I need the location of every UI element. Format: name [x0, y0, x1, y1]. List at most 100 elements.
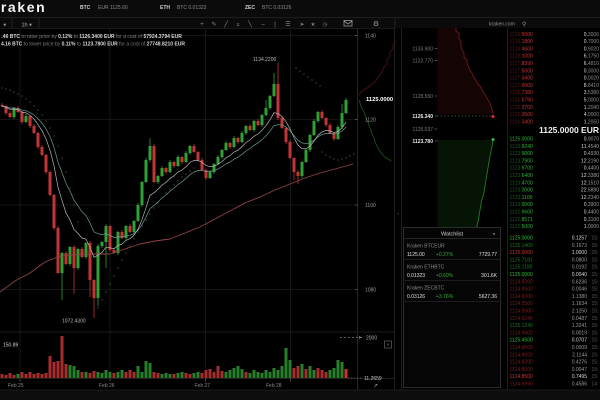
svg-text:1123.3000: 1123.3000 — [510, 188, 533, 194]
svg-text:1125.1240: 1125.1240 — [510, 323, 533, 329]
svg-text:1126.5790: 1126.5790 — [510, 98, 533, 104]
svg-text:1140: 1140 — [365, 34, 376, 40]
svg-text:1125.1180: 1125.1180 — [510, 265, 533, 271]
svg-text:0.9020: 0.9020 — [584, 46, 600, 52]
svg-text:0.4276: 0.4276 — [572, 360, 588, 366]
svg-text:0.0009: 0.0009 — [572, 345, 588, 351]
svg-text:1124.8500: 1124.8500 — [510, 374, 533, 380]
svg-text:1125.1400: 1125.1400 — [510, 243, 533, 249]
svg-text:Kraken ETHBTC: Kraken ETHBTC — [407, 265, 445, 271]
svg-text:BTC 0.03126: BTC 0.03126 — [262, 5, 292, 11]
svg-text:4.0000: 4.0000 — [584, 112, 600, 118]
svg-text:7729.77: 7729.77 — [479, 252, 497, 258]
svg-text:1125.0000: 1125.0000 — [510, 236, 533, 242]
svg-text:11.2659: 11.2659 — [364, 376, 382, 382]
svg-text:0.6236: 0.6236 — [572, 279, 588, 285]
svg-text:0.03126: 0.03126 — [407, 294, 425, 300]
svg-text:⚙: ⚙ — [373, 20, 379, 28]
svg-text:×: × — [387, 343, 390, 349]
svg-text:4.16 BTC to lower price by 0.1: 4.16 BTC to lower price by 0.11% to 1123… — [1, 42, 185, 48]
svg-text:15:: 15: — [592, 316, 599, 322]
svg-text:11.4540: 11.4540 — [581, 144, 599, 150]
svg-text:1.2050: 1.2050 — [584, 119, 600, 125]
svg-text:1.2040: 1.2040 — [584, 105, 600, 111]
svg-text:Watchlist: Watchlist — [441, 232, 464, 238]
svg-text:Feb 26: Feb 26 — [99, 383, 115, 389]
svg-text:0.0800: 0.0800 — [572, 257, 588, 263]
svg-text:▾: ▾ — [3, 23, 6, 29]
svg-text:+3.76%: +3.76% — [436, 294, 454, 300]
svg-text:+0.27%: +0.27% — [436, 252, 454, 258]
svg-text:1100: 1100 — [365, 203, 376, 209]
svg-text:▼: ▼ — [492, 232, 496, 237]
svg-text:Feb 25: Feb 25 — [8, 383, 24, 389]
svg-text:1125.0000: 1125.0000 — [510, 137, 533, 143]
svg-text:1124.9000: 1124.9000 — [510, 279, 533, 285]
svg-text:14:: 14: — [592, 382, 599, 388]
svg-text:12.2340: 12.2340 — [581, 195, 599, 201]
svg-text:⚲: ⚲ — [522, 21, 526, 28]
svg-text:1.0000: 1.0000 — [572, 250, 588, 256]
svg-text:Kraken BTCEUR: Kraken BTCEUR — [407, 244, 445, 250]
svg-text:⌅: ⌅ — [235, 22, 240, 28]
svg-text:1125.7181: 1125.7181 — [510, 257, 533, 263]
svg-text:22.5880: 22.5880 — [581, 188, 599, 194]
svg-text:6.4810: 6.4810 — [584, 61, 600, 67]
svg-text:3.5380: 3.5380 — [584, 90, 600, 96]
svg-text:1124.5500: 1124.5500 — [510, 301, 533, 307]
svg-text:2.1250: 2.1250 — [572, 309, 588, 315]
svg-text:0.3100: 0.3100 — [584, 217, 600, 223]
svg-text:1124.6240: 1124.6240 — [510, 316, 533, 322]
svg-text:1.1634: 1.1634 — [572, 301, 588, 307]
svg-text:0.3900: 0.3900 — [584, 202, 600, 208]
svg-text:1123.6400: 1123.6400 — [510, 173, 533, 179]
svg-text:0.4400: 0.4400 — [584, 166, 600, 172]
svg-text:1127.0000: 1127.0000 — [510, 83, 533, 89]
svg-text:0.0487: 0.0487 — [572, 316, 588, 322]
svg-text:15:: 15: — [592, 272, 599, 278]
svg-text:15:: 15: — [592, 257, 599, 263]
svg-text:Feb 28: Feb 28 — [266, 383, 282, 389]
svg-text:15:: 15: — [592, 294, 599, 300]
svg-text:15:: 15: — [592, 236, 599, 242]
svg-text:✎: ✎ — [211, 21, 216, 28]
svg-text:6.1750: 6.1750 — [584, 54, 600, 60]
svg-text:1134.2200: 1134.2200 — [253, 57, 276, 63]
svg-text:Feb 27: Feb 27 — [195, 383, 211, 389]
svg-text:15:: 15: — [592, 330, 599, 336]
svg-text:1125.0000: 1125.0000 — [510, 272, 533, 278]
svg-text:1124.8200: 1124.8200 — [510, 360, 533, 366]
svg-text:+: + — [200, 22, 204, 28]
svg-text:1123.4700: 1123.4700 — [510, 180, 533, 186]
svg-text:1072.4300: 1072.4300 — [62, 319, 86, 325]
svg-text:1127.5000: 1127.5000 — [510, 68, 533, 74]
svg-text:☰: ☰ — [285, 21, 290, 28]
svg-text:15:: 15: — [592, 309, 599, 315]
svg-text:0.1673: 0.1673 — [572, 243, 588, 249]
svg-text:0.0046: 0.0046 — [572, 287, 588, 293]
svg-text:1127.3400: 1127.3400 — [510, 76, 533, 82]
svg-text:1.0000: 1.0000 — [584, 224, 600, 230]
svg-text:1123.0000: 1123.0000 — [510, 202, 533, 208]
svg-text:15:: 15: — [592, 243, 599, 249]
svg-text:1129.5000: 1129.5000 — [510, 32, 533, 38]
svg-text:1125.0000: 1125.0000 — [366, 97, 393, 103]
svg-text:0.7000: 0.7000 — [584, 39, 600, 45]
svg-text:›: › — [397, 211, 399, 217]
svg-text:★: ★ — [311, 21, 316, 28]
svg-text:301.6K: 301.6K — [481, 273, 498, 279]
svg-text:1132.770: 1132.770 — [413, 59, 434, 65]
svg-text:1122.9600: 1122.9600 — [510, 210, 533, 216]
svg-text:15:: 15: — [592, 374, 599, 380]
svg-text:1124.6990: 1124.6990 — [510, 382, 533, 388]
svg-text:15:: 15: — [592, 360, 599, 366]
svg-text:.46 BTC to raise price by 0.12: .46 BTC to raise price by 0.12% to 1126.… — [1, 34, 182, 40]
svg-text:╱: ╱ — [223, 20, 228, 28]
svg-text:1122.5000: 1122.5000 — [510, 224, 533, 230]
svg-text:150.89: 150.89 — [3, 343, 19, 349]
svg-text:↗: ↗ — [373, 384, 378, 390]
svg-text:BTC 0.01323: BTC 0.01323 — [177, 5, 207, 11]
svg-text:12.3380: 12.3380 — [581, 173, 599, 179]
svg-text:EUR 1125.60: EUR 1125.60 — [98, 5, 128, 11]
svg-text:1126.3500: 1126.3500 — [510, 112, 533, 118]
